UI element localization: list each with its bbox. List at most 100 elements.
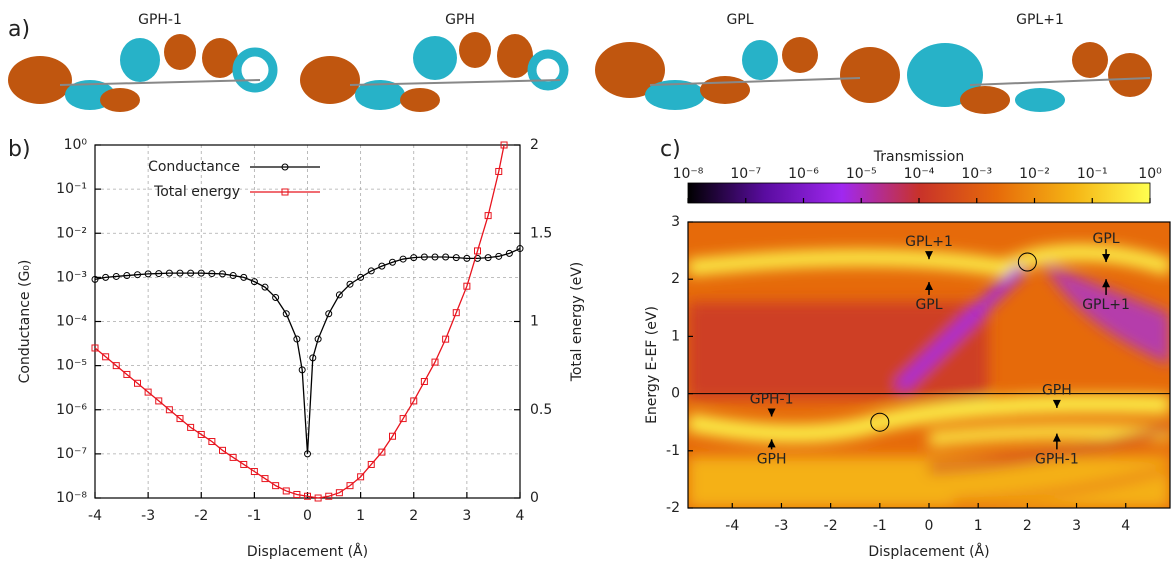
marker [144,270,152,278]
marker [197,430,205,438]
colorbar-tick-label: 10⁻⁷ [730,166,761,182]
x-tick-label: -2 [194,508,208,524]
orbital-gph-1 [8,34,278,112]
marker [250,468,258,476]
marker [495,252,503,260]
map-band [688,244,1170,276]
marker [314,335,322,343]
colorbar-tick-label: 10⁻¹ [1077,166,1108,182]
y-tick-label: 10⁻⁸ [56,490,87,506]
marker [240,460,248,468]
marker [484,254,492,262]
marker [298,366,306,374]
marker [155,270,163,278]
annotation-label: GPH [1042,383,1072,399]
y-tick-label: 2 [671,271,680,287]
marker [293,490,301,498]
legend-marker [281,188,289,196]
marker [282,310,290,318]
colorbar-tick-label: 10⁻² [1019,166,1050,182]
marker [420,253,428,261]
plot-frame [687,221,1171,509]
arrow-head [1102,254,1111,263]
marker [123,370,131,378]
panel-label: b) [8,137,31,162]
annotation-label: GPL+1 [1082,297,1130,313]
marker [155,397,163,405]
orbital-gpl-plus-1 [907,42,1152,114]
y-tick-label: 10⁻⁴ [56,314,87,330]
x-tick-label: -1 [247,508,261,524]
marker [219,270,226,278]
marker [208,270,216,278]
arrow-head [925,282,933,291]
crossing-circle [1017,252,1037,272]
x-tick-label: -3 [774,518,788,534]
annotation-label: GPH [757,451,787,467]
annotation-label: GPH-1 [750,391,794,407]
marker [367,460,375,468]
marker [452,254,460,262]
marker [91,275,99,283]
legend-label: Conductance [148,159,240,175]
y-tick-label: 10⁻¹ [56,181,87,197]
marker [261,283,269,291]
marker [165,269,173,277]
marker [208,438,216,446]
marker [420,378,428,386]
colorbar-tick-label: 10⁻⁶ [788,166,819,182]
marker [389,258,396,266]
map-features [688,244,1170,508]
marker [463,254,471,262]
y2-tick-label: 1 [530,314,539,330]
marker [304,492,311,500]
marker [410,254,418,262]
x-tick-label: 4 [1121,518,1130,534]
marker [357,273,365,281]
marker [250,278,258,286]
marker [176,415,184,423]
marker [335,291,343,299]
y-tick-label: 0 [671,386,680,402]
x-tick-label: 2 [1023,518,1032,534]
crossing-circle [870,412,890,432]
x-axis-label: Displacement (Å) [247,543,368,560]
marker [399,415,407,423]
marker [165,406,173,414]
y2-tick-label: 2 [530,137,539,153]
arrow-head [1102,279,1111,288]
marker [314,494,322,502]
image-label: GPL+1 [1016,12,1064,28]
x-tick-label: 0 [925,518,934,534]
marker [272,482,280,490]
y-tick-label: 3 [671,214,680,230]
arrow-head [767,439,776,448]
marker [346,482,354,490]
marker [91,344,99,352]
series-line [94,144,505,499]
x-tick-label: 1 [356,508,365,524]
panel-label: c) [660,137,681,162]
colorbar-tick-label: 10⁻³ [961,166,992,182]
marker [325,492,333,500]
arrow-head [1052,433,1061,442]
marker [261,475,269,483]
y-axis-label: Energy E-EF (eV) [644,306,660,424]
y2-tick-label: 0 [530,490,539,506]
map-band [688,394,1170,443]
marker [463,282,471,290]
marker [229,272,237,280]
x-tick-label: 0 [303,508,312,524]
x-tick-label: 1 [974,518,983,534]
orbital-images [8,32,1152,114]
orbital-gpl [595,37,900,110]
marker [431,253,439,261]
annotation-label: GPL [915,297,942,313]
y2-tick-label: 0.5 [530,402,552,418]
image-label: GPL [726,12,753,28]
annotation-label: GPH-1 [1035,451,1079,467]
marker [187,423,195,431]
map-band [953,464,1170,507]
x-tick-label: 2 [409,508,418,524]
